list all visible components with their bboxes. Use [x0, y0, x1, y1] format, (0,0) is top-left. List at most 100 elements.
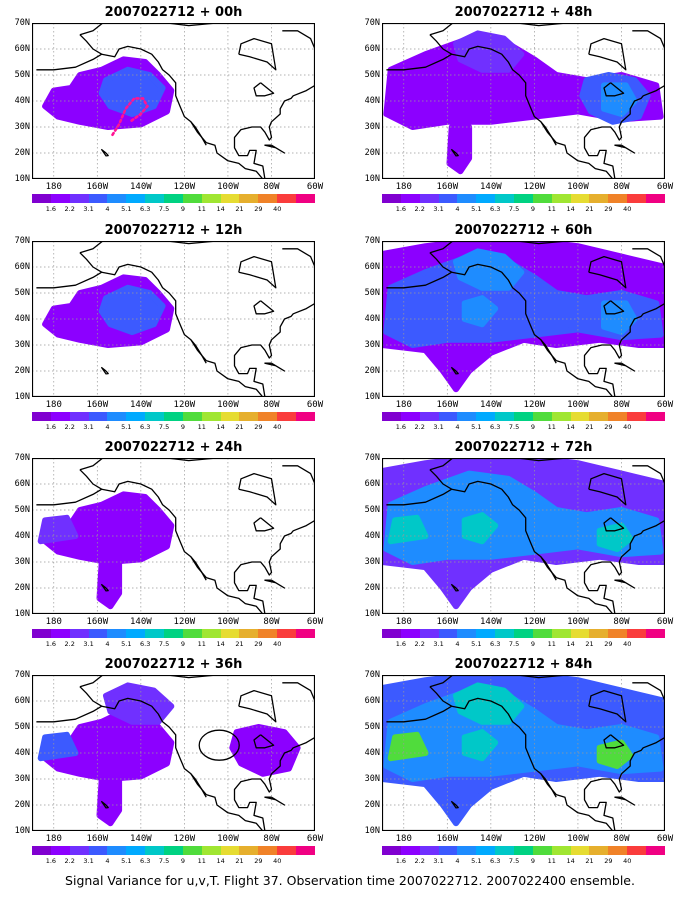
figure-caption: Signal Variance for u,v,T. Flight 37. Ob… — [65, 873, 635, 888]
longitude-label: 100W — [217, 182, 239, 192]
latitude-label: 10N — [14, 174, 30, 184]
coastline — [603, 734, 625, 749]
coastline — [101, 800, 109, 809]
colorbar-label: 7.5 — [158, 640, 170, 648]
colorbar-swatch — [495, 412, 515, 421]
coastline — [282, 682, 315, 702]
colorbar-swatch — [69, 846, 89, 855]
colorbar-label: 9 — [530, 857, 535, 865]
colorbar-swatch — [201, 629, 221, 638]
longitude-label: 180 — [45, 400, 62, 410]
latitude-label: 60N — [364, 696, 380, 706]
longitude-label: 80W — [263, 182, 280, 192]
colorbar-swatch — [296, 629, 315, 638]
colorbar-swatch — [476, 194, 496, 203]
latitude-label: 20N — [364, 148, 380, 158]
longitude-label: 60W — [656, 617, 674, 627]
longitude-label: 60W — [656, 182, 674, 192]
colorbar-label: 4 — [105, 205, 110, 213]
map-panel: 2007022712 + 84h 70N 60N 50N 40N 30N 20N 10N 180… — [350, 657, 695, 872]
coastline — [614, 362, 636, 372]
coastline — [632, 682, 665, 702]
map-panel: 2007022712 + 72h 70N 60N 50N 40N 30N 20N 10N 180… — [350, 440, 695, 655]
colorbar-swatch — [627, 412, 647, 421]
colorbar-swatch — [608, 412, 628, 421]
colorbar-swatch — [570, 412, 590, 421]
longitude-label: 180 — [395, 617, 412, 627]
variance-contour-fill — [596, 522, 634, 552]
latitude-label: 50N — [364, 288, 380, 298]
coastline — [264, 579, 286, 589]
colorbar-swatch — [400, 194, 420, 203]
longitude-label: 80W — [263, 834, 280, 844]
colorbar-swatch — [589, 629, 609, 638]
coastline — [588, 472, 627, 506]
coastline — [583, 302, 665, 397]
colorbar-label: 7.5 — [158, 423, 170, 431]
colorbar-label: 9 — [180, 423, 185, 431]
coastline — [451, 263, 614, 397]
coastline — [282, 30, 315, 50]
map-panel: 2007022712 + 24h 70N 60N 50N 40N 30N 20N 10N 180… — [0, 440, 345, 655]
latitude-label: 20N — [14, 148, 30, 158]
colorbar-label: 29 — [604, 205, 613, 213]
variance-contour-fill — [96, 776, 123, 827]
colorbar-swatch — [88, 194, 108, 203]
colorbar-swatch — [589, 846, 609, 855]
longitude-label: 160W — [436, 617, 459, 627]
coastline — [451, 697, 614, 831]
colorbar-label: 11 — [547, 423, 556, 431]
latitude-label: 10N — [364, 174, 380, 184]
colorbar-swatch — [32, 412, 51, 421]
coastline — [253, 300, 275, 315]
colorbar-label: 5.1 — [471, 640, 482, 648]
colorbar-label: 6.3 — [140, 423, 151, 431]
variance-contour-fill — [596, 739, 634, 769]
colorbar-label: 40 — [273, 640, 282, 648]
longitude-label: 160W — [436, 182, 459, 192]
coastline — [614, 144, 636, 154]
longitude-label: 180 — [395, 400, 412, 410]
longitude-label: 140W — [130, 182, 152, 192]
colorbar-label: 14 — [216, 423, 225, 431]
colorbar-swatch — [627, 194, 647, 203]
colorbar-swatch — [50, 412, 70, 421]
longitude-label: 120W — [173, 400, 196, 410]
coastline — [233, 519, 315, 614]
colorbar-swatch — [551, 194, 571, 203]
latitude-label: 60N — [14, 479, 30, 489]
panel-title: 2007022712 + 36h — [104, 657, 243, 672]
colorbar-label: 11 — [547, 857, 556, 865]
colorbar-label: 14 — [566, 423, 575, 431]
latitude-label: 30N — [364, 122, 380, 132]
coastline — [451, 800, 459, 809]
latitude-label: 50N — [14, 288, 30, 298]
latitude-label: 70N — [14, 453, 30, 463]
map-panel: 2007022712 + 36h 70N 60N 50N 40N 30N 20N 10N 180… — [0, 657, 345, 872]
coastline — [429, 241, 568, 254]
colorbar-label: 11 — [197, 857, 206, 865]
coastline — [282, 248, 315, 268]
colorbar-label: 3.1 — [433, 423, 444, 431]
latitude-label: 20N — [14, 800, 30, 810]
colorbar-swatch — [514, 846, 533, 855]
longitude-label: 140W — [130, 834, 152, 844]
coastline — [451, 366, 459, 375]
colorbar-swatch — [277, 194, 297, 203]
colorbar-swatch — [107, 629, 127, 638]
colorbar-label: 40 — [623, 205, 632, 213]
coastline — [540, 121, 557, 146]
latitude-label: 30N — [14, 557, 30, 567]
variance-contour-fill — [446, 124, 473, 175]
coastline — [79, 241, 218, 254]
colorbar-label: 21 — [235, 857, 244, 865]
colorbar-label: 29 — [604, 423, 613, 431]
variance-map — [382, 458, 665, 614]
coastline — [451, 480, 614, 614]
variance-contour-fill — [453, 682, 525, 725]
colorbar-swatch — [32, 194, 51, 203]
colorbar-label: 4 — [455, 423, 460, 431]
latitude-label: 20N — [364, 583, 380, 593]
colorbar-swatch — [382, 846, 401, 855]
latitude-label: 10N — [364, 609, 380, 619]
